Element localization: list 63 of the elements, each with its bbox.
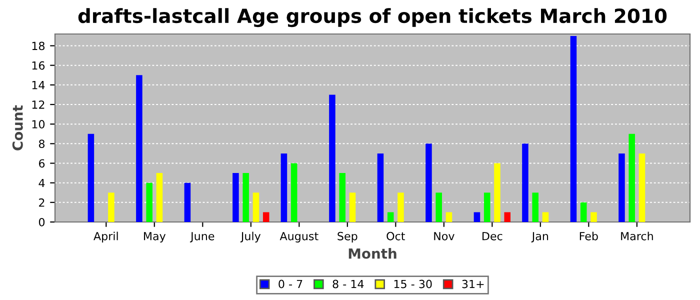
bar — [242, 173, 249, 222]
x-tick-label: May — [144, 232, 166, 242]
x-tick-label: August — [280, 232, 318, 242]
x-tick-label: Dec — [482, 232, 502, 240]
bar — [146, 182, 152, 222]
bar — [522, 144, 528, 222]
bar — [494, 163, 500, 222]
y-tick-label: 10 — [32, 120, 45, 128]
bar — [387, 212, 394, 222]
bar — [377, 153, 384, 222]
bar — [532, 192, 538, 222]
x-tick-label: April — [94, 232, 118, 242]
bar — [504, 212, 510, 222]
y-tick-label: 18 — [32, 42, 45, 50]
y-axis-title: Count — [12, 105, 23, 150]
bar — [232, 173, 239, 222]
y-tick-label: 2 — [39, 198, 44, 207]
bar — [570, 36, 577, 222]
bar — [446, 212, 452, 222]
bar — [262, 212, 270, 222]
bar — [638, 153, 646, 222]
x-tick-label: Nov — [434, 232, 454, 240]
chart-title: drafts-lastcall Age groups of open tickets March 2010 — [78, 8, 667, 28]
y-tick-label: 6 — [38, 159, 45, 168]
bar — [436, 192, 442, 222]
bar — [108, 192, 114, 222]
bar — [156, 173, 163, 222]
bar — [628, 134, 635, 222]
y-tick-label: 14 — [32, 81, 45, 90]
x-axis-title: Month — [348, 248, 396, 259]
legend-label: 8 - 14 — [332, 280, 364, 288]
bar — [590, 212, 597, 222]
bar — [398, 192, 404, 222]
x-tick-label: Jan — [531, 232, 548, 242]
y-tick-label: 12 — [32, 100, 44, 109]
bar — [252, 192, 260, 222]
x-tick-label: Feb — [580, 232, 598, 240]
bar — [280, 153, 288, 222]
bar — [484, 192, 490, 222]
x-tick-label: June — [190, 232, 214, 242]
y-tick-label: 0 — [38, 218, 45, 226]
x-tick-label: March — [621, 232, 653, 240]
y-tick-label: 4 — [38, 178, 45, 188]
bar — [426, 144, 432, 222]
y-tick-label: 16 — [32, 61, 45, 70]
x-tick-label: Oct — [386, 232, 405, 240]
bar — [290, 163, 298, 222]
bar — [88, 134, 94, 222]
y-tick-label: 8 — [38, 140, 45, 148]
bar — [618, 153, 625, 222]
legend-label: 31+ — [462, 280, 484, 288]
bar — [349, 192, 356, 222]
bar — [339, 173, 346, 222]
x-tick-label: July — [240, 232, 261, 242]
bar — [329, 94, 336, 222]
bar — [542, 212, 549, 222]
x-tick-label: Sep — [338, 232, 358, 242]
bar — [580, 202, 587, 222]
bar — [136, 75, 142, 222]
legend-label: 0 - 7 — [278, 280, 302, 288]
bar — [474, 212, 480, 222]
bar — [184, 182, 191, 222]
legend-label: 15 - 30 — [394, 280, 432, 288]
